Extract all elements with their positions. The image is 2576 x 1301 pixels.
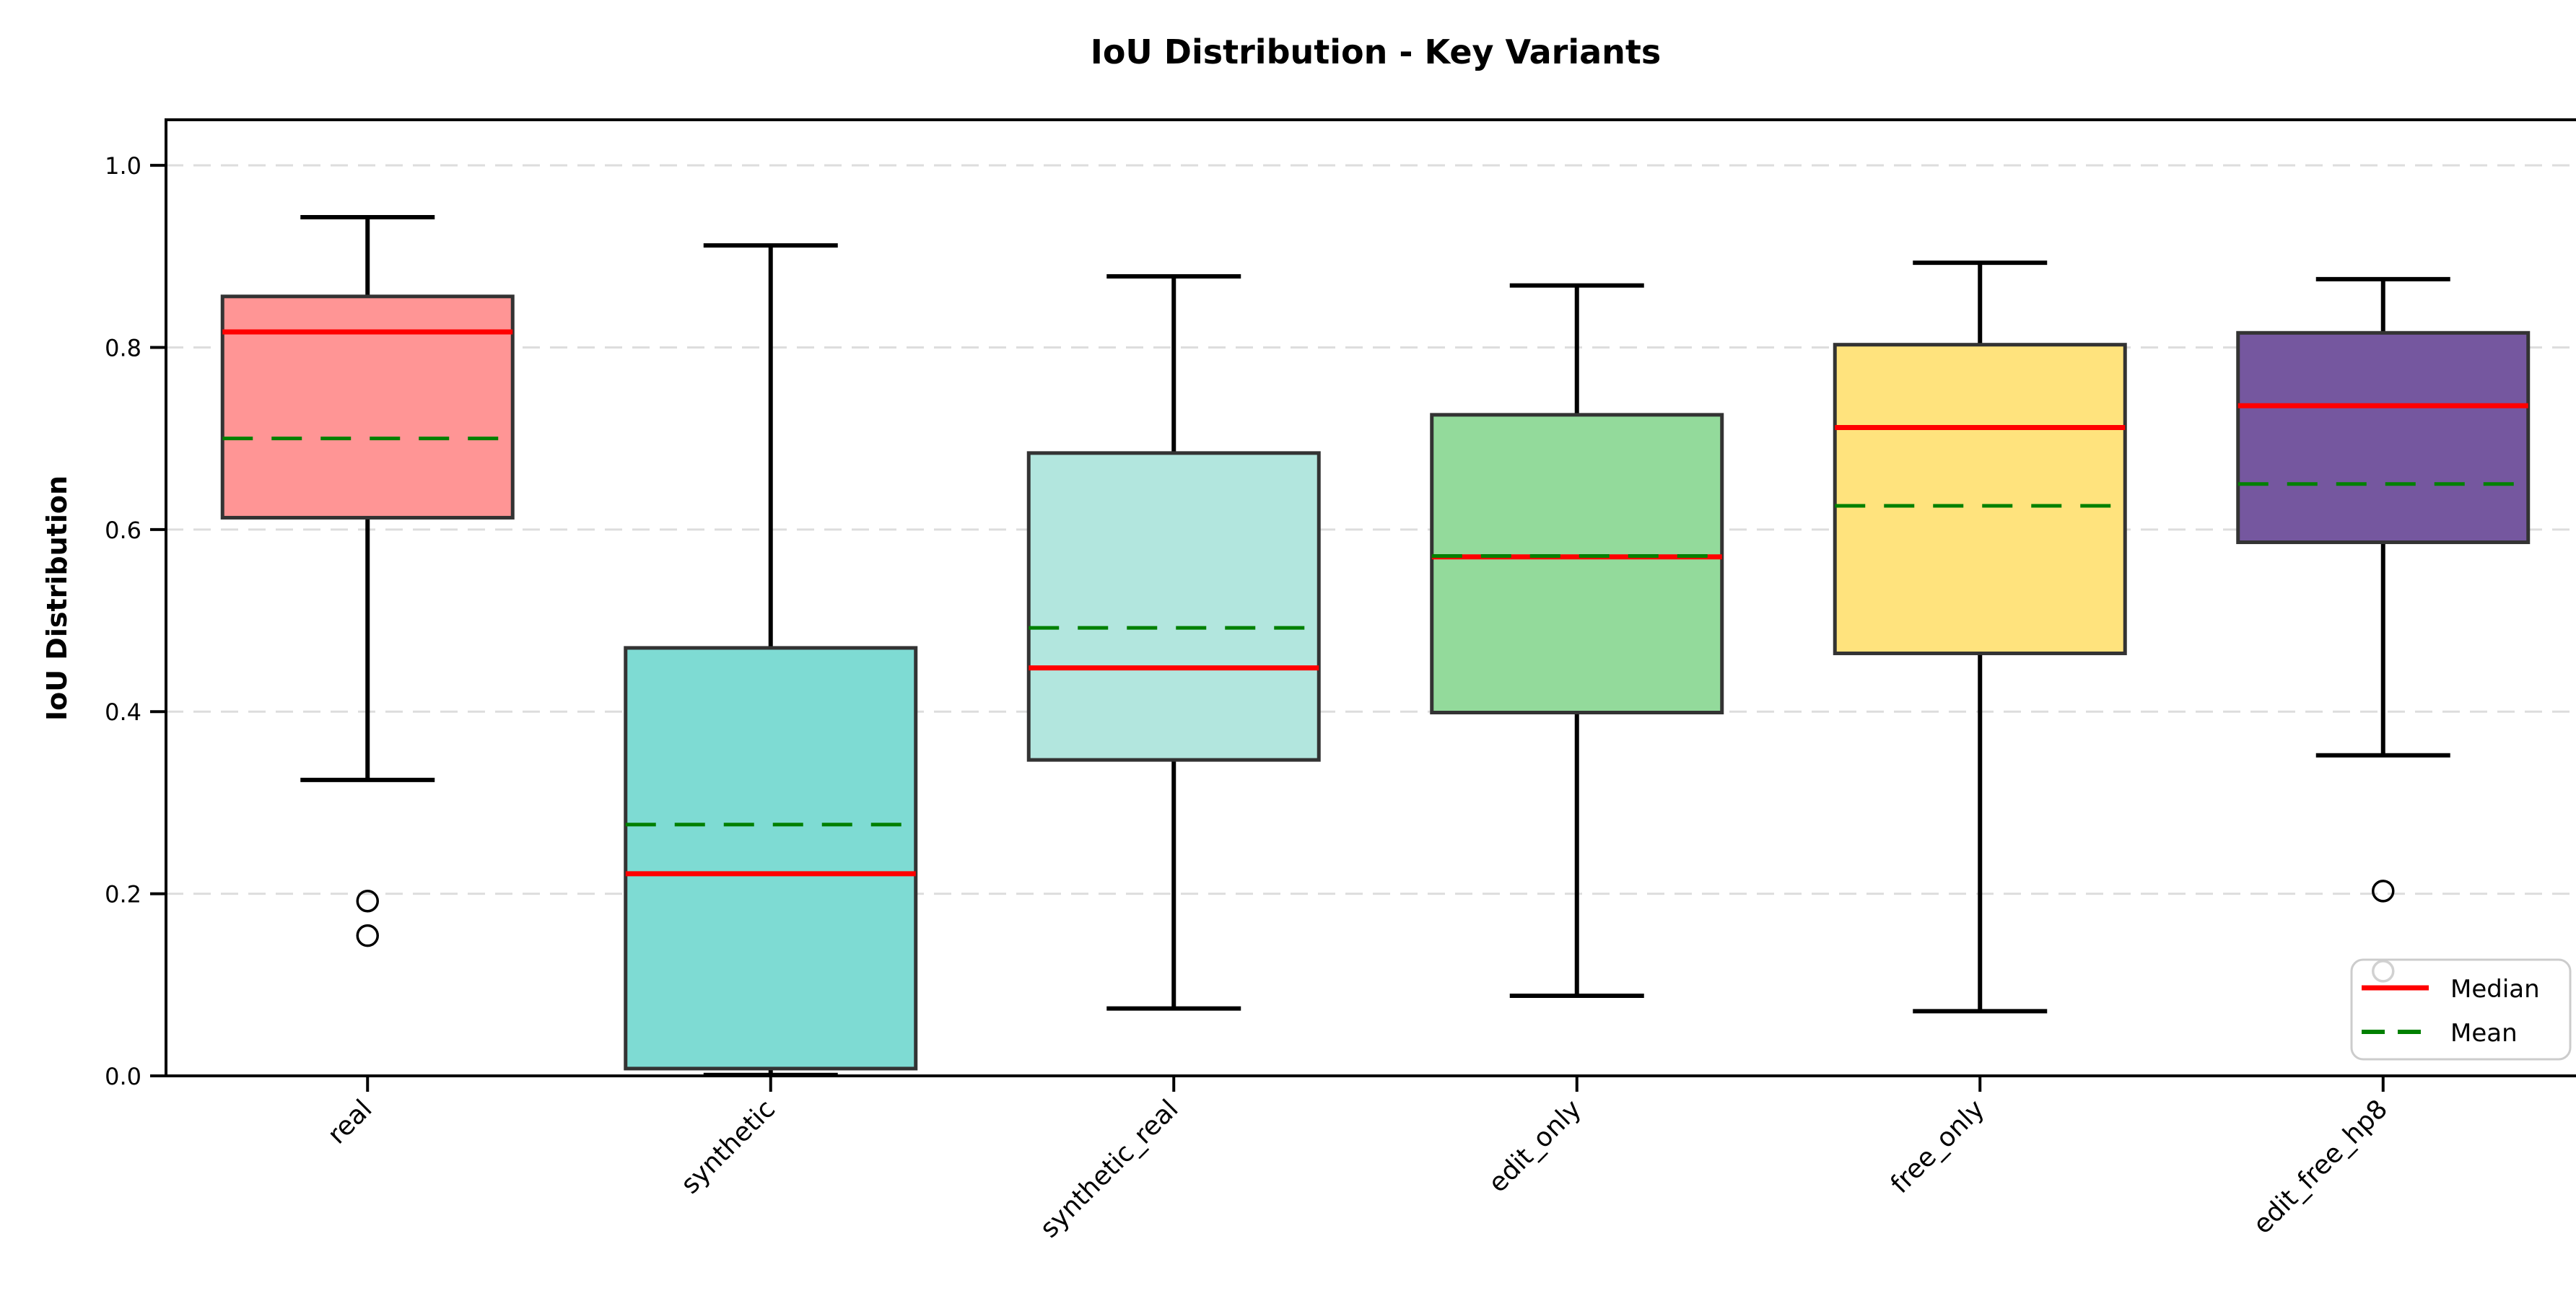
box-edit_only [1430,413,1724,714]
axes-layer: 0.0 0.2 0.4 0.6 0.8 1.0 real synthetic synthetic… [105,118,2576,1244]
chart-title: IoU Distribution - Key Variants [1091,32,1662,71]
legend: Median Mean [2350,958,2572,1061]
gridlines-layer [166,164,2576,895]
box-synthetic [624,646,918,1071]
y-axis-label: IoU Distribution [41,476,73,721]
boxplot-figure: 0.0 0.2 0.4 0.6 0.8 1.0 real synthetic synthetic… [29,12,2576,1289]
y-tick-label-1.0: 1.0 [105,152,141,180]
boxes-layer [220,215,2531,1077]
y-tick-label-0.0: 0.0 [105,1063,141,1090]
outlier-real-0 [356,889,379,913]
box-free_only [1833,343,2127,655]
x-tick-label-free_only: free_only [1885,1094,1991,1199]
box-synthetic_real [1026,451,1321,762]
legend-median-label: Median [2450,975,2540,1004]
y-tick-label-0.2: 0.2 [105,881,141,908]
outlier-real-1 [356,924,379,947]
box-edit_free_hp8 [2236,330,2531,545]
y-tick-label-0.8: 0.8 [105,334,141,362]
x-tick-label-synthetic: synthetic [676,1094,781,1199]
boxplot-chart: 0.0 0.2 0.4 0.6 0.8 1.0 real synthetic synthetic… [41,32,2576,1244]
plot-frame [165,118,2576,1077]
x-tick-label-edit_only: edit_only [1483,1094,1587,1198]
y-tick-label-0.4: 0.4 [105,698,141,726]
x-tick-label-edit_free_hp8: edit_free_hp8 [2248,1094,2393,1240]
y-tick-label-0.6: 0.6 [105,517,141,544]
x-tick-label-real: real [322,1094,377,1149]
legend-box [2350,958,2572,1061]
outlier-edit_free_hp8-0 [2372,880,2395,903]
x-tick-label-synthetic_real: synthetic_real [1034,1094,1184,1243]
legend-mean-label: Mean [2450,1019,2518,1048]
